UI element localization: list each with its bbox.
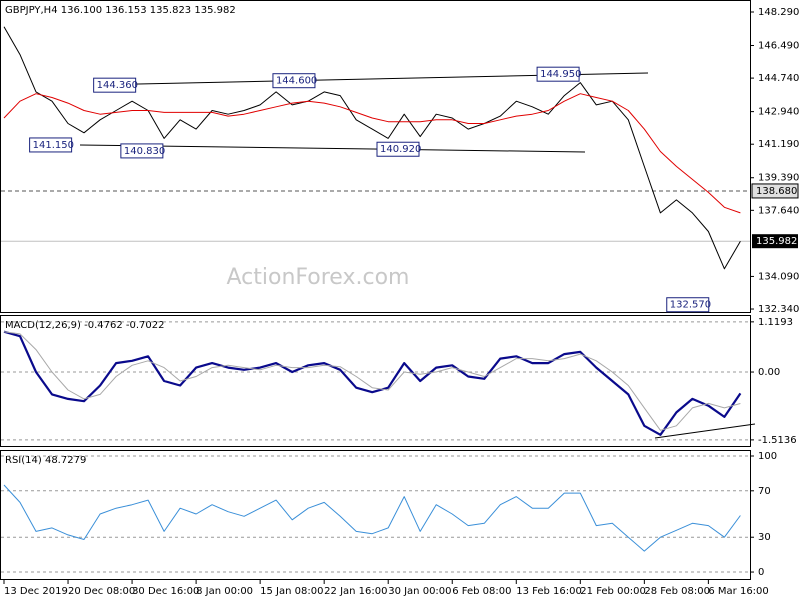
x-tick-label: 8 Jan 00:00	[196, 586, 253, 597]
x-tick-label: 20 Dec 08:00	[68, 586, 135, 597]
y-tick-label: 0	[758, 567, 764, 578]
annotation-label: 141.150	[33, 140, 74, 151]
x-tick-label: 15 Jan 08:00	[260, 586, 323, 597]
channel-lower	[79, 144, 586, 153]
level-box	[751, 183, 799, 199]
y-tick-label: 132.340	[758, 304, 799, 315]
annotation-box	[120, 143, 164, 159]
annotation-box	[376, 141, 420, 157]
series-line	[3, 26, 741, 270]
y-tick-label: 30	[758, 532, 771, 543]
y-tick-label: 139.390	[758, 173, 799, 184]
x-tick-label: 28 Feb 08:00	[644, 586, 710, 597]
series-line	[3, 331, 741, 431]
y-tick-label: 70	[758, 486, 771, 497]
current-price-label: 135.982	[756, 236, 797, 247]
annotation-label: 132.570	[670, 300, 711, 311]
annotation-box	[536, 66, 580, 82]
y-tick-label: 144.740	[758, 73, 799, 84]
y-tick-label: 137.640	[758, 205, 799, 216]
y-tick-label: 142.940	[758, 107, 799, 118]
x-tick-label: 6 Feb 08:00	[452, 586, 511, 597]
y-tick-label: 134.090	[758, 271, 799, 282]
x-tick-label: 30 Jan 00:00	[388, 586, 451, 597]
series-line	[3, 484, 741, 552]
panel-title: GBPJPY,H4 136.100 136.153 135.823 135.98…	[5, 5, 236, 16]
y-tick-label: 146.490	[758, 41, 799, 52]
panel-title: MACD(12,26,9) -0.4762 -0.7022	[5, 320, 165, 331]
y-tick-label: 148.290	[758, 7, 799, 18]
y-tick-label: 0.00	[758, 367, 780, 378]
level-label: 138.680	[756, 186, 797, 197]
y-tick-label: 100	[758, 451, 777, 462]
annotation-label: 144.950	[540, 69, 581, 80]
x-tick-label: 30 Dec 16:00	[132, 586, 199, 597]
series-line	[3, 330, 742, 436]
macd-trendline	[654, 423, 756, 439]
x-tick-label: 21 Feb 00:00	[580, 586, 646, 597]
annotation-label: 140.920	[380, 144, 421, 155]
panel-title: RSI(14) 48.7279	[5, 455, 86, 466]
annotation-box	[29, 137, 73, 153]
annotation-box	[93, 77, 137, 93]
annotation-label: 144.360	[97, 80, 138, 91]
annotation-label: 140.830	[124, 146, 165, 157]
macd-panel	[0, 315, 751, 447]
x-tick-label: 22 Jan 16:00	[324, 586, 387, 597]
annotation-box	[666, 297, 710, 313]
main-panel	[0, 0, 751, 313]
rsi-panel	[0, 450, 751, 580]
annotation-label: 144.600	[276, 76, 317, 87]
y-tick-label: 1.1193	[758, 317, 793, 328]
x-tick-label: 6 Mar 16:00	[708, 586, 768, 597]
x-tick-label: 13 Feb 16:00	[516, 586, 582, 597]
annotation-box	[272, 73, 316, 89]
watermark: ActionForex.com	[227, 265, 410, 290]
current-price-box	[752, 234, 798, 249]
y-tick-label: -1.5136	[758, 435, 797, 446]
y-tick-label: 141.190	[758, 139, 799, 150]
series-line	[3, 93, 741, 214]
x-tick-label: 13 Dec 2019	[4, 586, 68, 597]
